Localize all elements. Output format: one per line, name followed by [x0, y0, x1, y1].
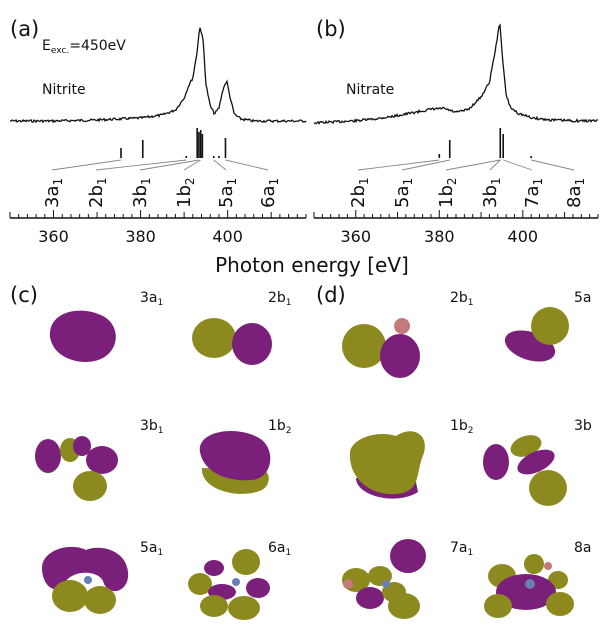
orbital-label-d-6: 8a [574, 540, 592, 556]
orbital-c-5a1 [42, 546, 129, 614]
orbital-label-c-5: 5a1 [140, 540, 163, 558]
sample-label-nitrate: Nitrate [346, 82, 394, 98]
orbital-c-3a1 [49, 310, 116, 362]
orbital-axis-label-b-1: 5a1 [392, 178, 415, 208]
connector-b-2 [445, 159, 501, 171]
orbital-label-c-6: 6a1 [268, 540, 291, 558]
orbital-axis-label-b-4: 7a1 [522, 178, 545, 208]
orbital-axis-label-a-2: 3b1 [130, 177, 153, 208]
orbital-axis-label-a-1: 2b1 [86, 177, 109, 208]
excitation-label: Eexc.=450eV [42, 38, 126, 56]
orbital-d-5a [504, 307, 569, 362]
connector-b-5 [531, 159, 575, 171]
connector-b-0 [357, 159, 440, 171]
connector-a-0 [51, 159, 122, 171]
orbital-d-7a1 [342, 539, 426, 619]
orbital-d-1b2 [349, 431, 425, 499]
connectors-a [51, 159, 269, 171]
orbital-label-d-4: 3b [574, 418, 592, 434]
orbital-d-3b [483, 435, 567, 506]
x-axis-a: 360 380 400 [9, 210, 307, 246]
orbital-label-d-5: 7a1 [450, 540, 473, 558]
orbital-axis-label-b-2: 1b2 [436, 177, 459, 208]
orbital-c-1b2 [199, 430, 271, 494]
sticks-a [120, 128, 227, 158]
panel-c-letter: (c) [10, 283, 38, 307]
orbital-label-d-3: 1b2 [450, 418, 474, 436]
connector-b-4 [503, 159, 533, 171]
connector-a-4 [213, 159, 227, 171]
orbital-label-c-4: 1b2 [268, 418, 292, 436]
tick-label-a-380: 380 [125, 227, 156, 246]
panel-c: (c) 3a1 2b1 3b1 1b2 5a1 [10, 283, 292, 620]
orbital-label-c-3: 3b1 [140, 418, 164, 436]
orbital-axis-label-b-3: 3b1 [480, 177, 503, 208]
orbital-label-d-2: 5a [574, 290, 592, 306]
connector-a-5 [225, 159, 269, 171]
connector-a-3 [183, 159, 201, 171]
x-axis-b: 360 380 400 [313, 210, 599, 246]
spectrum-line-b [313, 23, 598, 125]
sample-label-nitrite: Nitrite [42, 82, 86, 98]
orbital-c-2b1 [192, 318, 272, 365]
connector-b-1 [401, 159, 450, 171]
tick-label-b-380: 380 [424, 227, 455, 246]
orbital-d-2b1 [342, 318, 420, 378]
orbital-labels-b: 2b1 5a1 1b2 3b1 7a1 8a1 [348, 177, 587, 208]
panel-b: (b) Nitrate 2b1 5a1 1b2 3b1 7a1 8a1 360 380 400 [313, 17, 599, 246]
orbital-axis-label-a-0: 3a1 [42, 178, 65, 208]
sticks-b [438, 128, 532, 158]
panel-a-letter: (a) [10, 17, 39, 41]
spectrum-line-a [9, 27, 307, 124]
panel-d-letter: (d) [316, 283, 346, 307]
orbital-c-3b1 [35, 436, 118, 501]
connector-a-1 [95, 159, 187, 171]
orbital-c-6a1 [188, 549, 270, 620]
orbital-axis-label-a-5: 6a1 [258, 178, 281, 208]
tick-label-b-360: 360 [340, 227, 371, 246]
orbital-label-c-1: 3a1 [140, 290, 163, 308]
panel-b-letter: (b) [316, 17, 346, 41]
connector-b-3 [489, 159, 501, 171]
orbital-axis-label-b-0: 2b1 [348, 177, 371, 208]
tick-label-b-400: 400 [508, 227, 539, 246]
orbital-axis-label-a-4: 5a1 [216, 178, 239, 208]
orbital-axis-label-a-3: 1b2 [174, 177, 197, 208]
orbital-axis-label-b-5: 8a1 [564, 178, 587, 208]
panel-d: (d) 2b1 5a 1b2 3b 7a1 [316, 283, 592, 619]
orbital-d-8a [484, 554, 574, 618]
orbital-label-d-1: 2b1 [450, 290, 474, 308]
tick-label-a-400: 400 [212, 227, 243, 246]
orbital-label-c-2: 2b1 [268, 290, 292, 308]
x-axis-title: Photon energy [eV] [215, 253, 409, 277]
connectors-b [357, 159, 575, 171]
panel-a: (a) Eexc.=450eV Nitrite 3a1 2b1 3b1 1b2 5a1 6… [9, 17, 307, 246]
tick-label-a-360: 360 [38, 227, 69, 246]
connector-a-2 [139, 159, 199, 171]
orbital-labels-a: 3a1 2b1 3b1 1b2 5a1 6a1 [42, 177, 281, 208]
